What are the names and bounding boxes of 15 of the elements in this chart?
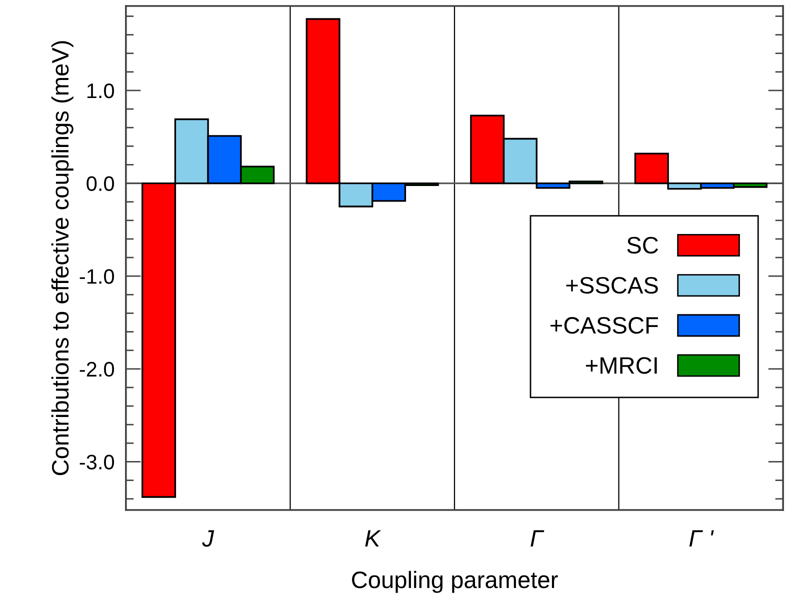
x-tick-label: Γ bbox=[530, 530, 544, 547]
legend-label: +SSCAS bbox=[566, 276, 658, 294]
y-tick-label: -2.0 bbox=[80, 362, 114, 377]
y-tick-label: -1.0 bbox=[80, 269, 114, 284]
legend-label: SC bbox=[627, 236, 658, 254]
legend-label: +CASSCF bbox=[550, 317, 658, 334]
y-axis-title: Contributions to effective couplings (meV) bbox=[51, 41, 74, 476]
y-tick-label: 1.0 bbox=[87, 83, 114, 98]
legend-label: +MRCI bbox=[586, 357, 657, 374]
y-tick-label: -3.0 bbox=[80, 454, 114, 470]
y-tick-label: 0.0 bbox=[86, 176, 114, 192]
x-tick-label: K bbox=[365, 530, 382, 547]
x-tick-label: Γ ' bbox=[689, 530, 714, 547]
x-axis-title: Coupling parameter bbox=[352, 570, 558, 593]
x-tick-label: J bbox=[202, 530, 214, 547]
